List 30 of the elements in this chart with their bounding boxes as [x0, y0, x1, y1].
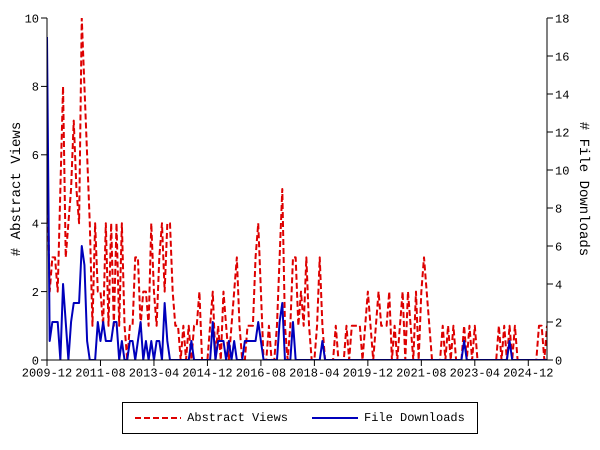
y2-tick-label: 2 [555, 316, 562, 330]
y2-tick-label: 14 [555, 88, 570, 102]
y2-tick-label: 12 [555, 126, 570, 140]
legend-label: Abstract Views [186, 411, 288, 425]
x-tick-label: 2016-08 [236, 366, 286, 381]
x-tick-label: 2014-12 [182, 366, 233, 381]
y2-axis-title: # File Downloads [575, 122, 592, 256]
y2-tick-label: 8 [555, 202, 562, 216]
y2-tick-label: 10 [555, 164, 570, 178]
y2-tick-label: 4 [555, 278, 562, 292]
y-tick-label: 4 [32, 217, 39, 232]
y-tick-label: 0 [32, 354, 39, 368]
x-tick-label: 2023-04 [450, 366, 500, 381]
x-tick-label: 2011-08 [75, 366, 126, 381]
y2-tick-label: 16 [555, 50, 570, 64]
legend-label: File Downloads [363, 411, 465, 425]
y-tick-label: 6 [32, 149, 39, 164]
y-tick-label: 8 [32, 80, 39, 95]
x-tick-label: 2013-04 [128, 366, 180, 381]
y2-tick-label: 0 [555, 354, 562, 368]
x-tick-label: 2021-08 [396, 366, 447, 381]
y-tick-label: 2 [32, 286, 39, 300]
y2-tick-label: 18 [555, 12, 570, 26]
y-axis-title: # Abstract Views [8, 122, 25, 256]
y-tick-label: 10 [24, 12, 39, 26]
x-tick-label: 2009-12 [22, 366, 72, 381]
x-tick-label: 2024-12 [503, 366, 554, 381]
x-tick-label: 2019-12 [342, 366, 394, 381]
x-tick-label: 2018-04 [289, 366, 340, 381]
y2-tick-label: 6 [555, 240, 562, 254]
